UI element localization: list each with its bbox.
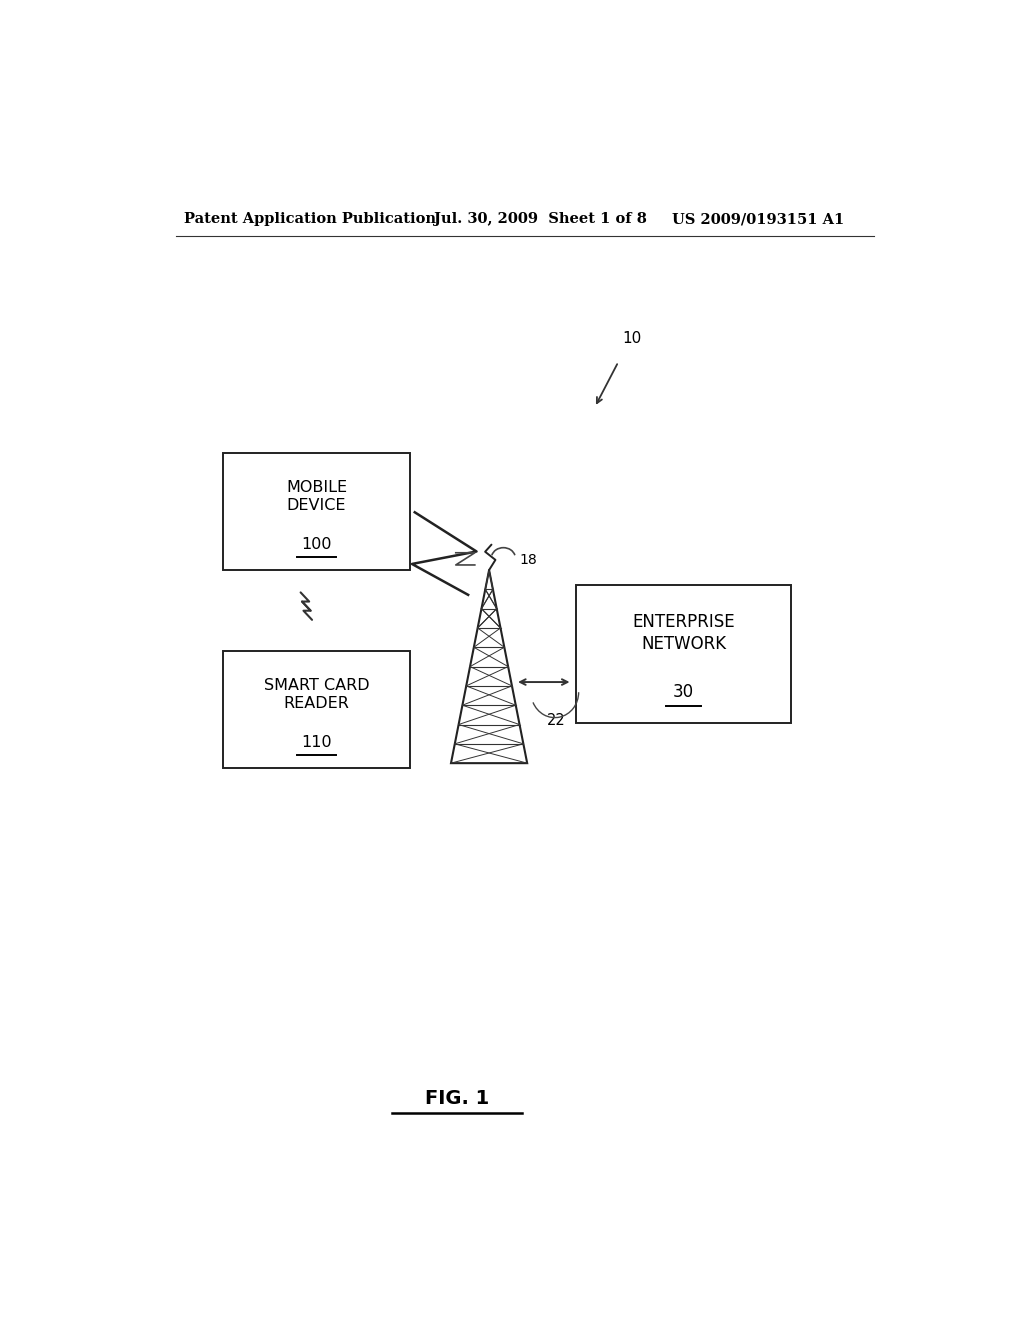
Text: 10: 10 (623, 331, 642, 346)
Text: ENTERPRISE
NETWORK: ENTERPRISE NETWORK (632, 614, 735, 653)
Text: Patent Application Publication: Patent Application Publication (183, 213, 435, 227)
Text: Jul. 30, 2009  Sheet 1 of 8: Jul. 30, 2009 Sheet 1 of 8 (433, 213, 646, 227)
Text: MOBILE
DEVICE: MOBILE DEVICE (286, 479, 347, 513)
Bar (577, 585, 791, 722)
Bar (223, 453, 410, 570)
Text: 100: 100 (301, 537, 332, 552)
Text: 22: 22 (547, 713, 565, 727)
Text: SMART CARD
READER: SMART CARD READER (263, 677, 370, 711)
Bar (223, 651, 410, 768)
Text: US 2009/0193151 A1: US 2009/0193151 A1 (672, 213, 844, 227)
Text: 18: 18 (519, 553, 537, 566)
Text: 110: 110 (301, 735, 332, 750)
Text: FIG. 1: FIG. 1 (425, 1089, 489, 1107)
Text: 30: 30 (673, 684, 694, 701)
